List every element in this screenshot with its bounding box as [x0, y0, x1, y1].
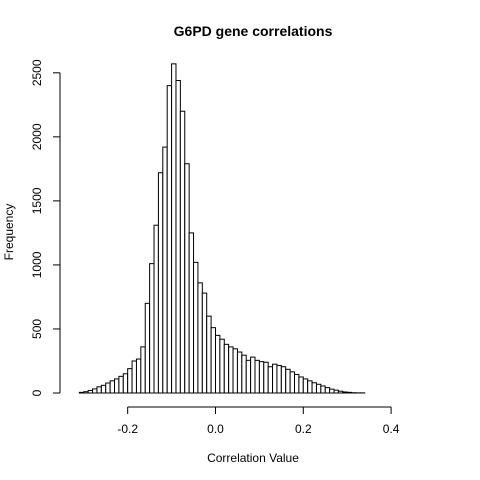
chart-title: G6PD gene correlations	[174, 23, 333, 39]
histogram-bar	[232, 348, 238, 394]
histogram-bar	[118, 375, 124, 394]
y-tick-label: 0	[30, 389, 44, 396]
histogram-bar	[263, 361, 269, 394]
histogram-bar	[162, 146, 168, 394]
histogram-bar	[280, 366, 287, 394]
histogram-bar	[131, 360, 137, 394]
histogram-bar	[140, 346, 146, 394]
histogram-bar	[214, 334, 221, 394]
x-tick-label: 0.4	[383, 422, 400, 436]
histogram-bar	[289, 371, 296, 394]
histogram-bar	[144, 302, 151, 394]
y-tick-label: 500	[30, 319, 44, 339]
y-tick-label: 1000	[30, 251, 44, 278]
y-tick-label: 2000	[30, 123, 44, 150]
histogram-bar	[105, 382, 111, 394]
histogram-bar	[241, 354, 247, 394]
histogram-bar	[219, 338, 225, 394]
histogram-bar	[258, 361, 265, 394]
histogram-bar	[236, 351, 243, 394]
x-tick-label: 0.0	[207, 422, 224, 436]
x-axis-label: Correlation Value	[207, 451, 299, 465]
histogram-bar	[166, 85, 173, 394]
y-axis-label: Frequency	[2, 204, 16, 261]
histogram-bars	[78, 63, 366, 394]
histogram-bar	[135, 358, 142, 394]
histogram-bar	[201, 292, 208, 394]
histogram-bar	[315, 383, 322, 394]
histogram-bar	[254, 359, 260, 394]
histogram-bar	[175, 79, 181, 394]
histogram-bar	[267, 366, 274, 394]
histogram-bar	[337, 390, 344, 394]
histogram-bar	[193, 261, 199, 394]
histogram-bar	[206, 315, 212, 394]
histogram-bar	[245, 359, 252, 394]
histogram-bar	[78, 391, 85, 394]
y-tick-label: 2500	[30, 59, 44, 86]
histogram-bar	[188, 232, 195, 394]
histogram-bar	[342, 391, 348, 394]
histogram-bar	[92, 388, 98, 394]
x-tick-label: -0.2	[117, 422, 138, 436]
histogram-bar	[83, 391, 89, 394]
x-tick-label: 0.2	[295, 422, 312, 436]
histogram-bar	[127, 368, 133, 394]
histogram-bar	[324, 387, 331, 394]
histogram-bar	[114, 378, 120, 394]
y-tick-label: 1500	[30, 187, 44, 214]
histogram-bar	[346, 391, 353, 394]
histogram-bar	[302, 378, 309, 394]
histogram-bar	[223, 343, 230, 394]
histogram-bar	[122, 373, 129, 394]
y-axis: 0 500 1000 1500 2000 2500	[30, 59, 61, 396]
histogram-bar	[109, 380, 116, 394]
histogram-bar	[329, 388, 335, 394]
histogram-bar	[149, 263, 155, 394]
histogram-bar	[171, 63, 177, 394]
histogram-bar	[197, 282, 203, 394]
histogram-bar	[87, 389, 94, 394]
histogram-bar	[153, 224, 159, 394]
histogram-bar	[96, 386, 102, 394]
histogram-bar	[100, 384, 107, 394]
histogram-bar	[333, 389, 339, 394]
histogram-bar	[294, 373, 300, 394]
histogram-bar	[228, 346, 234, 394]
histogram-bar	[250, 356, 256, 394]
histogram-bar	[157, 172, 164, 394]
histogram-bar	[184, 163, 190, 394]
histogram-bar	[179, 110, 186, 394]
histogram-bar	[311, 382, 317, 394]
histogram-bar	[272, 363, 278, 394]
histogram-bar	[276, 364, 282, 394]
histogram-bar	[320, 385, 326, 394]
histogram-bar	[210, 327, 216, 394]
histogram-bar	[307, 380, 313, 394]
histogram-bar	[298, 376, 304, 394]
x-axis: -0.2 0.0 0.2 0.4	[117, 406, 400, 436]
histogram-bar	[285, 368, 291, 394]
